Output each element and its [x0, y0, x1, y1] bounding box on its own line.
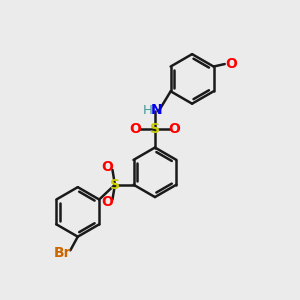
Text: H: H [143, 103, 153, 117]
Text: N: N [151, 103, 163, 117]
Text: Br: Br [54, 246, 71, 260]
Text: S: S [150, 122, 160, 136]
Text: O: O [130, 122, 142, 136]
Text: O: O [101, 160, 113, 174]
Text: O: O [101, 195, 113, 209]
Text: O: O [226, 57, 238, 71]
Text: O: O [168, 122, 180, 136]
Text: S: S [110, 178, 120, 192]
